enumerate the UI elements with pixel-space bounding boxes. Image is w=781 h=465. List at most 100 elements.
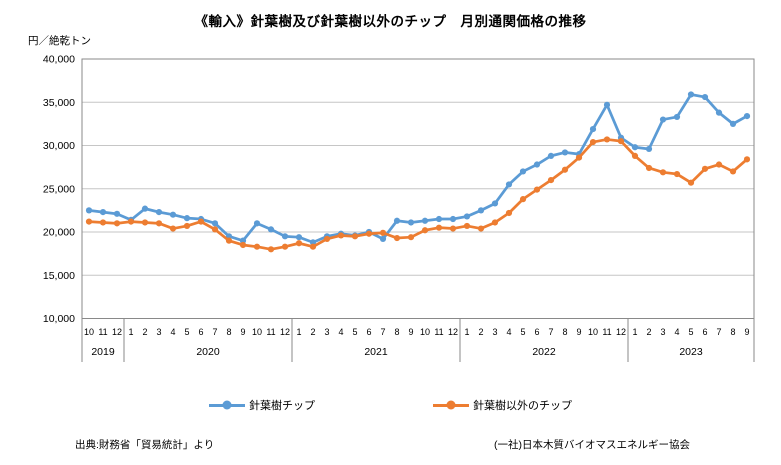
month-tick-label: 6 [702, 327, 707, 337]
data-point-marker [519, 196, 527, 203]
data-point-marker [631, 144, 639, 151]
data-point-marker [687, 179, 695, 186]
month-tick-label: 9 [408, 327, 413, 337]
data-point-marker [435, 224, 443, 231]
data-point-marker [183, 222, 191, 230]
legend-label-non-coniferous: 針葉樹以外のチップ [473, 400, 572, 412]
data-point-marker [561, 166, 569, 173]
month-tick-label: 4 [506, 327, 511, 337]
data-point-marker [379, 229, 387, 236]
month-tick-label: 6 [366, 327, 371, 337]
non-coniferous-chip-line [87, 138, 749, 251]
data-point-marker [547, 152, 555, 159]
year-tick-label: 2019 [91, 346, 115, 358]
data-point-marker [99, 219, 107, 226]
data-point-marker [421, 227, 429, 234]
month-tick-label: 12 [448, 327, 458, 337]
month-tick-label: 10 [252, 327, 262, 337]
month-tick-label: 1 [632, 327, 637, 337]
month-tick-label: 3 [660, 327, 665, 337]
legend-label-coniferous: 針葉樹チップ [249, 400, 315, 412]
data-point-marker [687, 91, 695, 98]
data-point-marker [533, 186, 541, 193]
month-tick-label: 10 [420, 327, 430, 337]
month-tick-label: 12 [112, 327, 122, 337]
data-point-marker [673, 170, 681, 178]
plot-border [81, 58, 755, 319]
y-tick-label: 30,000 [43, 140, 75, 152]
month-tick-label: 7 [380, 327, 385, 337]
month-tick-label: 2 [478, 327, 483, 337]
data-point-marker [519, 168, 527, 175]
month-tick-label: 1 [296, 327, 301, 337]
month-tick-label: 10 [588, 327, 598, 337]
data-point-marker [421, 217, 429, 224]
data-point-marker [547, 177, 555, 184]
non-coniferous-line-swatch-icon [433, 400, 469, 410]
data-point-marker [645, 164, 653, 172]
year-tick-label: 2021 [364, 346, 388, 358]
month-tick-label: 11 [98, 327, 107, 337]
month-tick-label: 6 [198, 327, 203, 337]
data-point-marker [379, 235, 387, 243]
data-point-marker [169, 211, 177, 218]
month-tick-label: 3 [324, 327, 329, 337]
data-point-marker [155, 209, 163, 216]
month-tick-label: 5 [688, 327, 693, 337]
data-point-marker [407, 234, 415, 241]
data-point-marker [701, 93, 709, 101]
y-tick-label: 20,000 [43, 227, 75, 239]
data-point-marker [113, 220, 121, 227]
month-tick-label: 5 [520, 327, 525, 337]
data-point-marker [715, 109, 723, 116]
month-tick-label: 4 [170, 327, 175, 337]
month-tick-label: 11 [266, 327, 275, 337]
data-point-marker [673, 113, 681, 121]
data-point-marker [505, 209, 513, 217]
y-tick-label: 25,000 [43, 183, 75, 195]
month-tick-label: 8 [562, 327, 567, 337]
data-point-marker [211, 220, 219, 227]
data-point-marker [701, 165, 709, 172]
source-note: 出典:財務省「貿易統計」より [75, 439, 215, 451]
data-point-marker [603, 101, 611, 108]
data-point-marker [645, 145, 653, 153]
data-point-marker [589, 138, 597, 146]
data-point-marker [85, 218, 93, 225]
month-tick-label: 12 [280, 327, 290, 337]
data-point-marker [729, 120, 737, 127]
month-tick-label: 2 [142, 327, 147, 337]
month-tick-label: 11 [602, 327, 611, 337]
data-point-marker [463, 222, 471, 230]
month-tick-label: 1 [128, 327, 133, 337]
data-point-marker [743, 112, 751, 120]
month-tick-label: 5 [352, 327, 357, 337]
legend-item-coniferous: 針葉樹チップ [209, 397, 315, 413]
y-tick-label: 15,000 [43, 270, 75, 282]
data-point-marker [491, 200, 499, 207]
data-point-marker [267, 246, 275, 253]
data-point-marker [113, 210, 121, 217]
data-point-marker [365, 230, 373, 237]
data-point-marker [729, 168, 737, 175]
month-tick-label: 7 [716, 327, 721, 337]
data-point-marker [267, 226, 275, 233]
data-point-marker [561, 149, 569, 156]
y-tick-label: 10,000 [43, 313, 75, 325]
data-point-marker [449, 225, 457, 232]
month-tick-label: 7 [548, 327, 553, 337]
data-point-marker [253, 243, 261, 250]
data-point-marker [155, 220, 163, 227]
data-point-marker [533, 161, 541, 168]
data-point-marker [715, 161, 723, 168]
data-point-marker [141, 219, 149, 226]
month-tick-label: 7 [212, 327, 217, 337]
data-point-marker [449, 215, 457, 223]
month-tick-label: 2 [646, 327, 651, 337]
month-tick-label: 5 [184, 327, 189, 337]
year-tick-label: 2023 [679, 346, 703, 358]
data-point-marker [225, 237, 233, 244]
data-point-marker [99, 209, 107, 216]
month-tick-label: 6 [534, 327, 539, 337]
month-tick-label: 8 [394, 327, 399, 337]
